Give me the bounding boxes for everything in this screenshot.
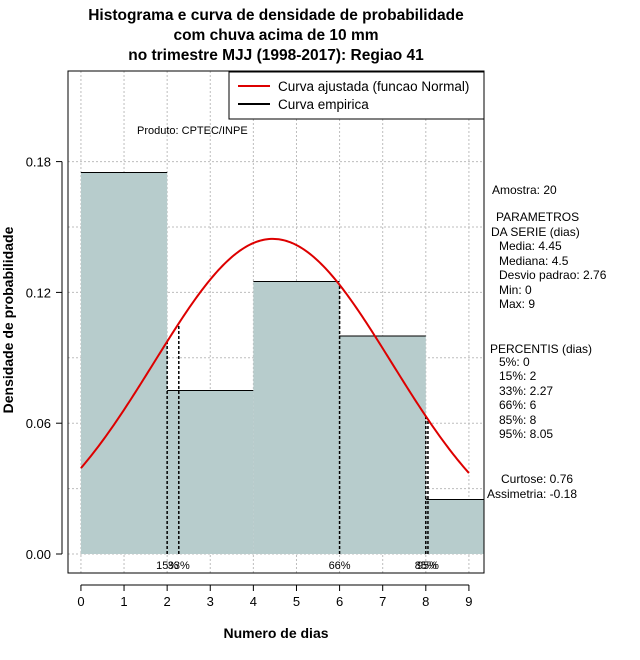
stat-params-header-1: PARAMETROS [496, 210, 579, 224]
stat-mediana: Mediana: 4.5 [499, 254, 569, 268]
stat-curtose: Curtose: 0.76 [501, 472, 573, 486]
histogram-bars [80, 172, 484, 554]
x-axis-title: Numero de dias [223, 625, 328, 641]
chart-title-line-1: Histograma e curva de densidade de proba… [88, 7, 464, 24]
legend-box [228, 71, 485, 120]
stat-p5: 5%: 0 [499, 355, 530, 369]
stat-p66: 66%: 6 [499, 398, 537, 412]
histogram-bar-4 [425, 499, 484, 554]
percentile-label-1: 33% [168, 560, 190, 572]
x-tick-label-0: 0 [77, 594, 84, 609]
histogram-bar-3 [339, 336, 426, 554]
stats-panel: Amostra: 20 PARAMETROS DA SERIE (dias) M… [487, 183, 607, 501]
y-axis: 0.00 0.06 0.12 0.18 [26, 155, 63, 562]
product-label: Produto: CPTEC/INPE [137, 125, 248, 137]
x-tick-label-9: 9 [465, 594, 472, 609]
x-tick-label-4: 4 [250, 594, 257, 609]
x-tick-label-8: 8 [422, 594, 429, 609]
x-tick-label-1: 1 [120, 594, 127, 609]
stat-media: Media: 4.45 [499, 239, 562, 253]
stat-p95: 95%: 8.05 [499, 427, 553, 441]
stat-min: Min: 0 [499, 283, 532, 297]
x-tick-label-3: 3 [207, 594, 214, 609]
stat-p15: 15%: 2 [499, 369, 537, 383]
histogram-bar-1 [167, 390, 254, 554]
stat-p85: 85%: 8 [499, 413, 537, 427]
percentile-label-2: 66% [329, 560, 351, 572]
legend-label-empirical: Curva empirica [278, 97, 369, 112]
x-axis: 0 1 2 3 4 5 6 7 8 9 [77, 584, 473, 609]
stat-max: Max: 9 [499, 297, 535, 311]
stat-sample: Amostra: 20 [492, 183, 557, 197]
chart-title-line-3: no trimestre MJJ (1998-2017): Regiao 41 [128, 47, 424, 64]
x-tick-label-7: 7 [379, 594, 386, 609]
legend-label-fitted: Curva ajustada (funcao Normal) [278, 79, 469, 94]
y-tick-label-2: 0.12 [26, 285, 51, 300]
percentile-lines: 15%33% 66% 85%95% [156, 284, 439, 572]
stat-p33: 33%: 2.27 [499, 384, 553, 398]
percentile-label-4: 95% [417, 560, 439, 572]
histogram-bar-2 [253, 281, 340, 554]
x-tick-label-5: 5 [293, 594, 300, 609]
stat-assimetria: Assimetria: -0.18 [487, 487, 577, 501]
percentile-label-3: 85% [415, 560, 437, 572]
fitted-curve-group [80, 237, 470, 474]
stat-params-header-2: DA SERIE (dias) [491, 225, 580, 239]
legend: Curva ajustada (funcao Normal) Curva emp… [228, 71, 485, 120]
y-tick-label-3: 0.18 [26, 155, 51, 170]
chart-title-line-2: com chuva acima de 10 mm [173, 27, 378, 44]
stat-percentis-header: PERCENTIS (dias) [490, 342, 592, 356]
stat-desvio: Desvio padrao: 2.76 [499, 268, 607, 282]
x-tick-label-2: 2 [164, 594, 171, 609]
fitted-curve [80, 237, 470, 474]
plot-frame [67, 70, 485, 574]
y-axis-title: Densidade de probabilidade [0, 226, 16, 413]
y-tick-label-0: 0.00 [26, 547, 51, 562]
x-tick-label-6: 6 [336, 594, 343, 609]
percentile-label-0: 15% [156, 560, 178, 572]
y-tick-label-1: 0.06 [26, 416, 51, 431]
